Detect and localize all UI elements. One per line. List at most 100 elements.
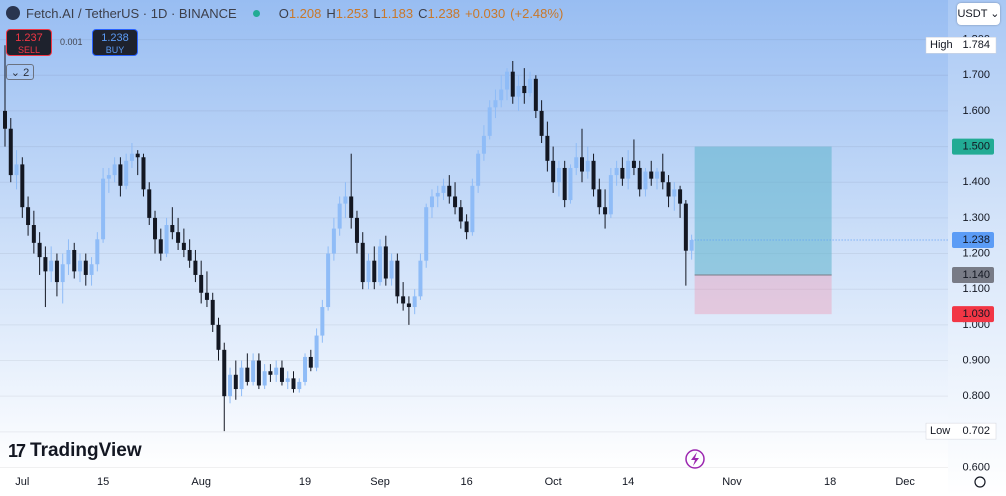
candle-body xyxy=(210,299,215,325)
candle-body xyxy=(441,185,446,193)
candle-body xyxy=(401,296,406,304)
sell-price: 1.237 xyxy=(15,32,43,44)
candle-body xyxy=(487,107,492,136)
y-tick-label: 0.800 xyxy=(962,390,990,402)
price-tag-label: 1.030 xyxy=(962,308,990,320)
candle-body xyxy=(66,249,71,265)
loss-zone xyxy=(694,274,832,315)
candle-body xyxy=(406,303,411,308)
brand-name: TradingView xyxy=(30,440,142,461)
candle-body xyxy=(447,185,452,197)
candle-body xyxy=(216,324,221,350)
candle-body xyxy=(378,246,383,283)
events-icon xyxy=(685,449,705,469)
y-tick-label: 1.200 xyxy=(962,247,990,259)
y-tick-label: 1.600 xyxy=(962,105,990,117)
indicators-toggle[interactable]: ⌄ 2 xyxy=(6,64,34,80)
candle-body xyxy=(124,160,129,186)
candle-body xyxy=(689,239,694,251)
price-tag-label: 1.500 xyxy=(962,140,990,152)
candle-body xyxy=(528,78,533,94)
y-tick-label: 0.900 xyxy=(962,354,990,366)
candle-body xyxy=(320,307,325,336)
candle-body xyxy=(603,207,608,215)
extreme-value: 0.702 xyxy=(962,425,990,437)
candle-body xyxy=(262,371,267,386)
candle-body xyxy=(499,89,504,101)
candle-body xyxy=(678,189,683,204)
candle-body xyxy=(331,228,336,254)
candle-body xyxy=(31,225,36,243)
price-axis-background xyxy=(948,0,1006,496)
candle-body xyxy=(470,185,475,233)
candle-body xyxy=(268,371,273,375)
candle-body xyxy=(389,260,394,279)
ohlc-value: 1.208 xyxy=(288,5,322,21)
candle-body xyxy=(568,167,573,201)
candle-body xyxy=(14,164,19,176)
sell-button[interactable]: 1.237 SELL xyxy=(6,29,52,56)
candle-body xyxy=(37,242,42,258)
candle-body xyxy=(551,160,556,183)
ohlc-value: 1.238 xyxy=(427,5,461,21)
candle-body xyxy=(187,249,192,261)
candle-body xyxy=(556,167,561,183)
candle-body xyxy=(597,189,602,208)
candle-body xyxy=(562,167,567,201)
indicators-count: 2 xyxy=(23,67,30,79)
candle-body xyxy=(8,128,13,176)
candle-body xyxy=(233,374,238,390)
x-tick-label: Sep xyxy=(370,476,390,488)
candle-body xyxy=(129,153,134,161)
candle-body xyxy=(418,260,423,297)
candle-body xyxy=(3,110,7,129)
candle-body xyxy=(683,203,688,251)
candle-body xyxy=(274,367,279,375)
candle-body xyxy=(539,110,544,136)
candle-body xyxy=(285,378,290,382)
candle-body xyxy=(72,249,77,272)
extreme-value: 1.784 xyxy=(962,39,990,51)
candle-body xyxy=(366,260,371,283)
currency-button[interactable]: USDT ⌄ xyxy=(957,3,1000,25)
candle-body xyxy=(256,360,261,386)
candle-body xyxy=(239,367,244,390)
candle-body xyxy=(481,135,486,154)
extreme-box xyxy=(925,422,997,440)
x-tick-label: 18 xyxy=(824,476,836,488)
ohlc-label: O xyxy=(278,5,289,21)
candle-body xyxy=(343,196,348,204)
candle-body xyxy=(112,164,117,176)
candle-body xyxy=(620,167,625,179)
candle-body xyxy=(204,292,209,300)
sell-label: SELL xyxy=(17,45,41,55)
candle-body xyxy=(666,182,671,197)
candle-body xyxy=(291,378,296,390)
y-tick-label: 1.400 xyxy=(962,176,990,188)
extreme-box xyxy=(925,37,997,54)
candle-body xyxy=(228,374,233,397)
candle-body xyxy=(614,167,619,176)
candle-body xyxy=(637,167,642,190)
candle-body xyxy=(303,356,308,382)
x-tick-label: Dec xyxy=(895,476,915,488)
extreme-label: Low xyxy=(930,425,950,437)
candle-body xyxy=(672,189,677,197)
symbol-title: Fetch.AI / TetherUS · 1D · BINANCE xyxy=(26,5,237,21)
candle-body xyxy=(626,160,631,179)
candle-body xyxy=(78,260,83,272)
candle-body xyxy=(43,257,48,272)
buy-button[interactable]: 1.238 BUY xyxy=(92,29,138,56)
candle-body xyxy=(164,225,169,254)
candle-body xyxy=(147,189,152,218)
x-tick-label: Aug xyxy=(191,476,211,488)
candle-body xyxy=(429,196,434,208)
settings-icon xyxy=(974,476,986,488)
candle-body xyxy=(141,157,146,190)
y-tick-label: 1.100 xyxy=(962,283,990,295)
candle-body xyxy=(279,367,284,382)
candle-body xyxy=(608,175,613,215)
buy-label: BUY xyxy=(105,45,125,55)
candle-body xyxy=(314,335,319,368)
candle-body xyxy=(54,260,59,283)
